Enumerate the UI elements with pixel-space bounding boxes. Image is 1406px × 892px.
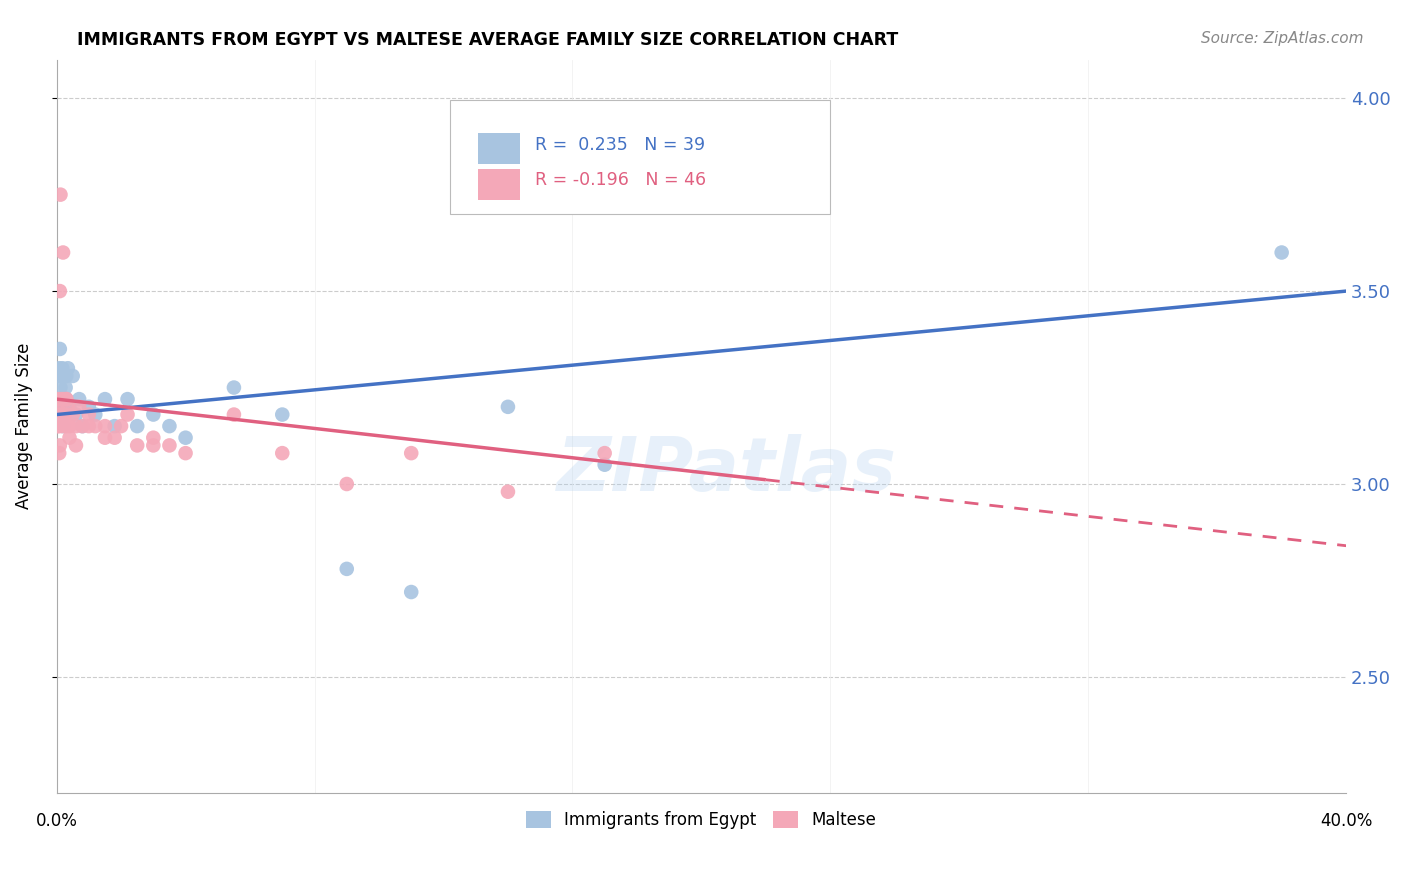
Y-axis label: Average Family Size: Average Family Size	[15, 343, 32, 509]
Point	[48, 392, 70, 406]
Point	[94, 419, 117, 434]
Point	[55, 392, 77, 406]
Point	[53, 408, 76, 422]
Point	[159, 419, 181, 434]
Point	[46, 419, 69, 434]
Point	[142, 431, 165, 445]
Point	[65, 438, 87, 452]
Point	[51, 408, 73, 422]
Point	[271, 408, 294, 422]
Point	[52, 368, 75, 383]
FancyBboxPatch shape	[478, 169, 520, 200]
Point	[84, 419, 107, 434]
FancyBboxPatch shape	[478, 134, 520, 164]
Point	[67, 392, 90, 406]
Point	[174, 446, 197, 460]
Text: 0.0%: 0.0%	[35, 812, 77, 830]
Point	[56, 400, 79, 414]
Text: R =  0.235   N = 39: R = 0.235 N = 39	[536, 136, 706, 153]
Point	[46, 408, 69, 422]
Point	[56, 361, 79, 376]
Point	[496, 484, 519, 499]
Point	[51, 392, 73, 406]
Text: ZIPatlas: ZIPatlas	[557, 434, 897, 507]
Point	[271, 446, 294, 460]
Point	[72, 419, 94, 434]
Point	[49, 438, 72, 452]
Text: R = -0.196   N = 46: R = -0.196 N = 46	[536, 171, 706, 189]
Point	[77, 419, 100, 434]
Point	[399, 585, 422, 599]
Point	[58, 400, 80, 414]
Point	[142, 438, 165, 452]
Point	[52, 419, 75, 434]
Point	[127, 438, 149, 452]
Point	[117, 392, 139, 406]
Point	[117, 408, 139, 422]
Point	[104, 419, 127, 434]
Point	[55, 419, 77, 434]
Point	[72, 419, 94, 434]
Point	[52, 408, 75, 422]
Point	[52, 400, 75, 414]
Point	[53, 408, 76, 422]
Point	[142, 408, 165, 422]
Point	[52, 392, 75, 406]
Point	[55, 380, 77, 394]
Point	[62, 408, 84, 422]
Point	[1271, 245, 1294, 260]
Point	[222, 380, 245, 394]
Point	[51, 419, 73, 434]
Text: Source: ZipAtlas.com: Source: ZipAtlas.com	[1201, 31, 1364, 46]
Point	[49, 342, 72, 356]
Point	[77, 408, 100, 422]
Point	[49, 284, 72, 298]
Text: 40.0%: 40.0%	[1320, 812, 1372, 830]
Point	[48, 361, 70, 376]
Point	[46, 368, 69, 383]
Point	[67, 400, 90, 414]
Point	[77, 400, 100, 414]
Point	[94, 392, 117, 406]
Point	[55, 392, 77, 406]
Point	[127, 419, 149, 434]
Point	[51, 392, 73, 406]
Text: IMMIGRANTS FROM EGYPT VS MALTESE AVERAGE FAMILY SIZE CORRELATION CHART: IMMIGRANTS FROM EGYPT VS MALTESE AVERAGE…	[77, 31, 898, 49]
Point	[104, 431, 127, 445]
Point	[399, 446, 422, 460]
Point	[51, 361, 73, 376]
Point	[65, 408, 87, 422]
Point	[46, 400, 69, 414]
Point	[48, 408, 70, 422]
Point	[46, 400, 69, 414]
Point	[58, 431, 80, 445]
Point	[222, 408, 245, 422]
Point	[159, 438, 181, 452]
Point	[593, 458, 616, 472]
Point	[58, 419, 80, 434]
Point	[52, 245, 75, 260]
Point	[593, 446, 616, 460]
Point	[62, 368, 84, 383]
Point	[48, 446, 70, 460]
Point	[336, 477, 359, 491]
Point	[49, 187, 72, 202]
Legend: Immigrants from Egypt, Maltese: Immigrants from Egypt, Maltese	[519, 804, 883, 836]
Point	[84, 408, 107, 422]
Point	[49, 380, 72, 394]
Point	[65, 419, 87, 434]
Point	[336, 562, 359, 576]
FancyBboxPatch shape	[450, 100, 831, 213]
Point	[110, 419, 132, 434]
Point	[496, 400, 519, 414]
Point	[49, 400, 72, 414]
Point	[55, 392, 77, 406]
Point	[48, 392, 70, 406]
Point	[46, 419, 69, 434]
Point	[94, 431, 117, 445]
Point	[55, 368, 77, 383]
Point	[174, 431, 197, 445]
